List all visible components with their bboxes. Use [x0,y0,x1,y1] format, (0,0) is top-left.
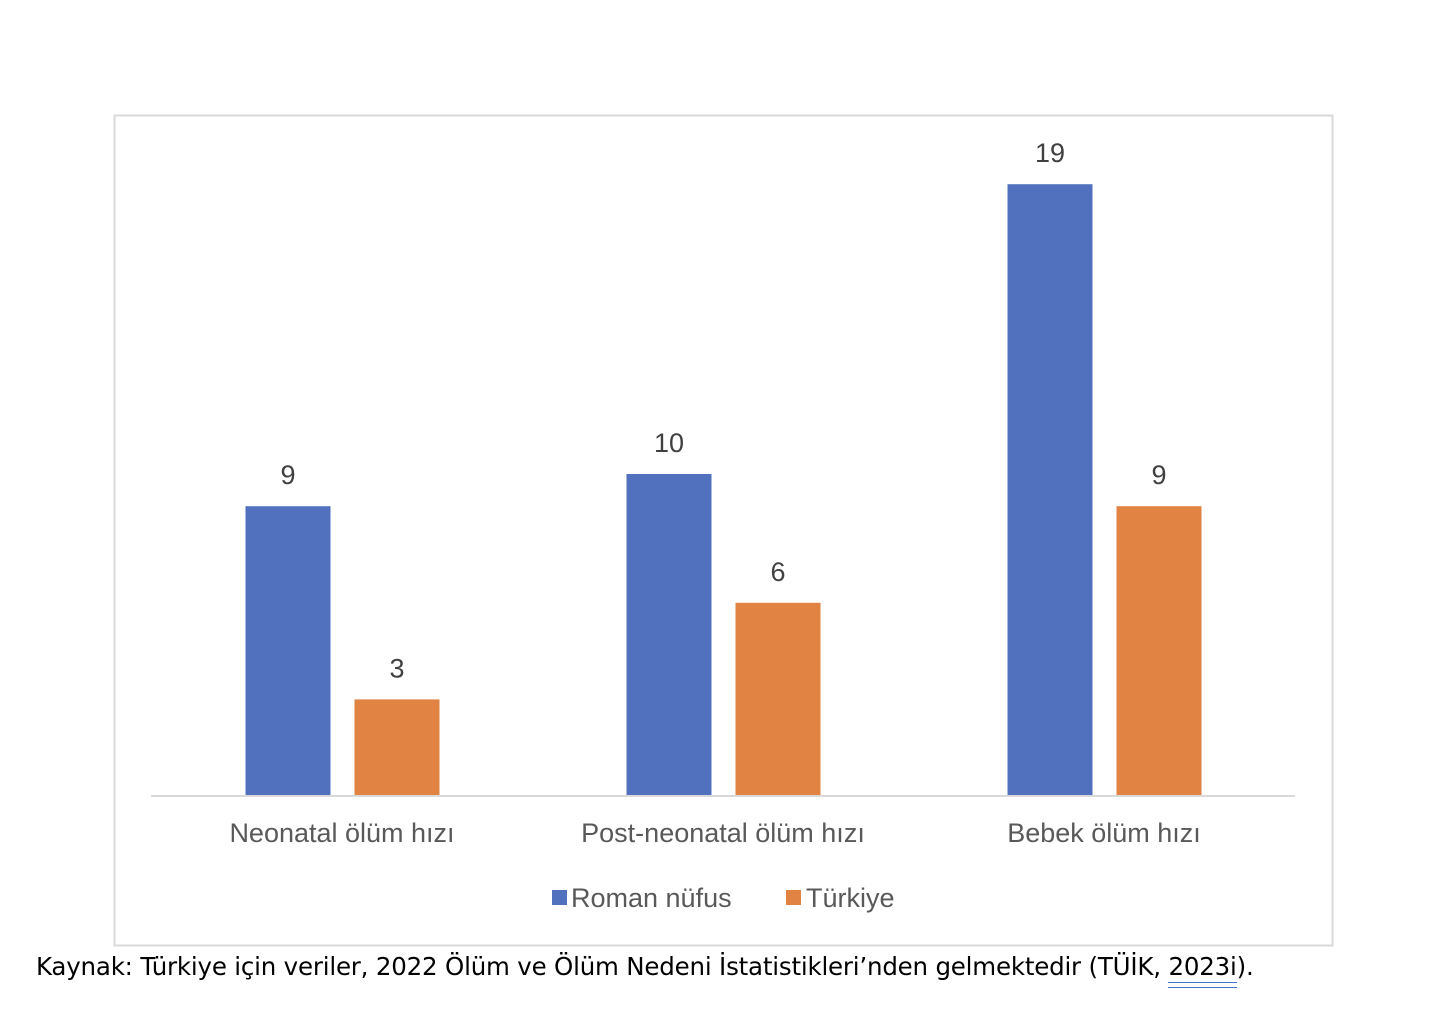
legend-swatch-0 [552,890,567,905]
legend-swatch-1 [786,890,801,905]
data-label-turkiye-2: 9 [1151,460,1166,490]
data-labels-layer: 9 10 19 3 6 9 [280,138,1166,683]
bar-roman-1 [626,474,712,796]
data-label-roman-2: 19 [1035,138,1065,168]
bar-turkiye-2 [1116,506,1202,796]
category-labels-layer: Neonatal ölüm hızı Post-neonatal ölüm hız… [229,818,1200,848]
category-label-1: Post-neonatal ölüm hızı [581,818,865,848]
legend-label-0: Roman nüfus [571,883,732,913]
bar-turkiye-0 [354,699,440,796]
caption-prefix: Kaynak: Türkiye için veriler, 2022 Ölüm … [36,952,1169,981]
data-label-roman-0: 9 [280,460,295,490]
bar-turkiye-1 [735,602,821,796]
caption-year-link[interactable]: 2023i [1168,952,1237,981]
bar-chart: 9 10 19 3 6 9 Neonatal ölüm hızı Post-neonatal… [113,114,1334,947]
data-label-turkiye-0: 3 [389,653,404,683]
data-label-turkiye-1: 6 [770,557,785,587]
caption-suffix: ). [1236,952,1254,981]
category-label-0: Neonatal ölüm hızı [229,818,454,848]
bar-roman-2 [1007,184,1093,796]
source-caption: Kaynak: Türkiye için veriler, 2022 Ölüm … [36,952,1426,981]
legend-label-1: Türkiye [806,883,895,913]
category-label-2: Bebek ölüm hızı [1007,818,1201,848]
data-label-roman-1: 10 [654,428,684,458]
bars-layer [245,184,1202,796]
legend: Roman nüfus Türkiye [552,883,895,913]
bar-roman-0 [245,506,331,796]
